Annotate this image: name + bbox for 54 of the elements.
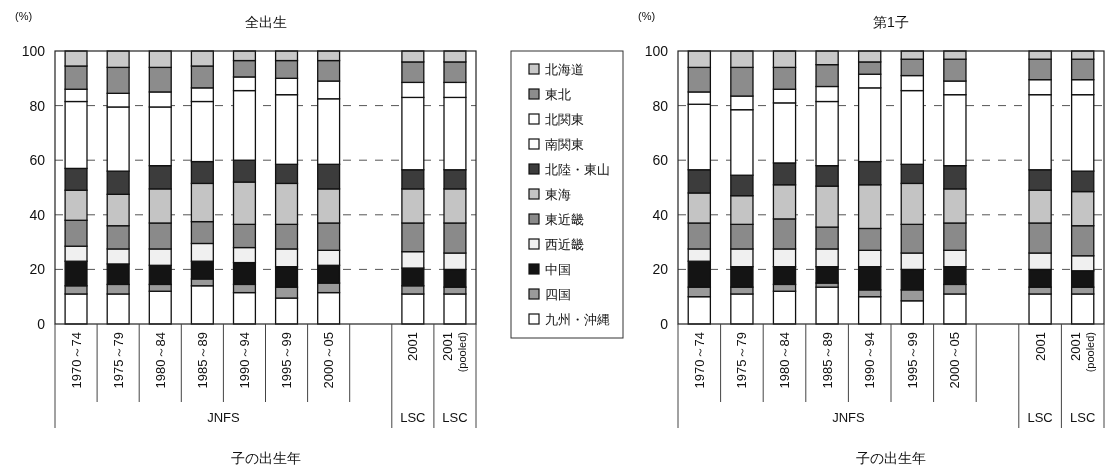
- legend-label: 南関東: [545, 136, 584, 152]
- x-axis-title: 子の出生年: [230, 450, 301, 466]
- bar: [815, 286, 839, 325]
- chart-title: 全出生: [244, 14, 287, 30]
- x-tick-label: 1995～99: [904, 332, 920, 389]
- text: LSC: [1070, 409, 1096, 425]
- text: JNFS: [832, 409, 865, 425]
- x-tick-label: 2001 (pooled): [1068, 332, 1096, 373]
- chart-title: 第1子: [873, 14, 909, 30]
- legend-label: 西近畿: [545, 236, 584, 252]
- x-tick-label: 1980～84: [152, 332, 168, 389]
- y-axis-title: (%): [638, 10, 656, 22]
- text: LSC: [442, 409, 468, 425]
- y-tick-label: 40: [652, 206, 669, 223]
- x-tick-label: 1970～74: [68, 332, 84, 389]
- y-axis-title: (%): [15, 10, 33, 22]
- x-tick-label: 1985～89: [819, 332, 835, 389]
- y-tick-label: 20: [652, 261, 669, 278]
- legend-label: 四国: [545, 286, 571, 302]
- legend-label: 九州・沖縄: [545, 311, 610, 327]
- y-tick-label: 0: [660, 316, 669, 332]
- x-tick-label: 1990～94: [862, 332, 878, 389]
- y-tick-label: 60: [652, 152, 669, 169]
- y-tick-label: 80: [29, 97, 46, 114]
- x-axis-title: 子の出生年: [856, 450, 926, 466]
- y-tick-label: 100: [21, 43, 46, 59]
- y-tick-label: 0: [37, 316, 46, 332]
- y-tick-label: 60: [29, 152, 46, 169]
- x-tick-label: 1995～99: [279, 332, 295, 389]
- x-tick-label: 2001 (pooled): [440, 332, 468, 373]
- x-tick-label: 1975～79: [110, 332, 126, 389]
- x-tick-label: 2000～05: [947, 332, 963, 389]
- legend-label: 北陸・東山: [545, 161, 610, 177]
- x-tick-label: 1975～79: [734, 332, 750, 389]
- y-tick-label: 20: [29, 261, 46, 278]
- y-tick-label: 80: [652, 97, 669, 114]
- text: LSC: [400, 409, 426, 425]
- x-tick-label: 2000～05: [321, 332, 337, 389]
- x-tick-label: 1980～84: [777, 332, 792, 389]
- x-tick-label: 2001: [405, 332, 421, 361]
- x-tick-label: 1985～89: [194, 332, 210, 389]
- legend-label: 東北: [545, 86, 571, 102]
- legend-label: 北海道: [545, 61, 584, 77]
- legend-label: 東近畿: [545, 211, 584, 227]
- x-tick-label: 1970～74: [691, 332, 707, 389]
- y-tick-label: 40: [29, 206, 46, 223]
- text: JNFS: [207, 409, 240, 425]
- y-tick-label: 100: [644, 43, 669, 59]
- legend-label: 北関東: [545, 111, 584, 127]
- text: LSC: [1027, 409, 1053, 425]
- legend-label: 東海: [545, 186, 571, 202]
- x-tick-label: 1990～94: [236, 332, 252, 389]
- legend-label: 中国: [545, 261, 571, 277]
- x-tick-label: 2001: [1032, 332, 1048, 361]
